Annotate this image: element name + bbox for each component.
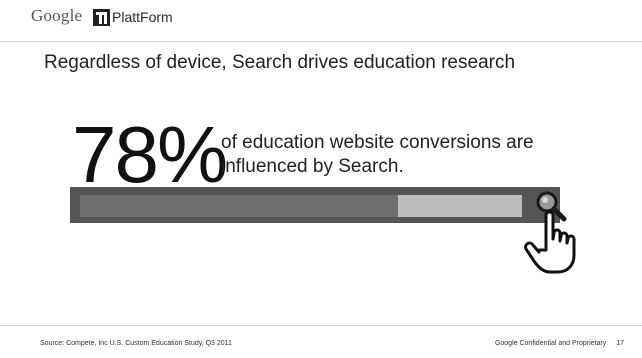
page-number: 17 <box>616 340 624 347</box>
footer-divider <box>0 325 642 326</box>
footer-right: Google Confidential and Proprietary 17 <box>495 340 624 347</box>
stat-description: of education website conversions are inf… <box>221 132 534 177</box>
magnifier-icon <box>533 188 569 229</box>
footer-confidentiality: Google Confidential and Proprietary <box>494 340 607 347</box>
plattform-logo: PlattForm <box>93 8 173 26</box>
slide-header: Google PlattForm <box>0 0 642 42</box>
progress-fill <box>80 195 399 217</box>
plattform-mark-icon <box>93 8 110 26</box>
progress-track <box>80 195 522 217</box>
slide-title: Regardless of device, Search drives educ… <box>44 52 516 73</box>
google-logo: Google <box>31 6 83 25</box>
pointing-hand-icon <box>522 209 592 284</box>
stat-value: 78% <box>72 110 228 199</box>
search-progress-bar <box>70 187 560 223</box>
plattform-logo-text: PlattForm <box>112 9 173 25</box>
footer-source: Source: Compete, Inc U.S. Custom Educati… <box>40 340 232 347</box>
